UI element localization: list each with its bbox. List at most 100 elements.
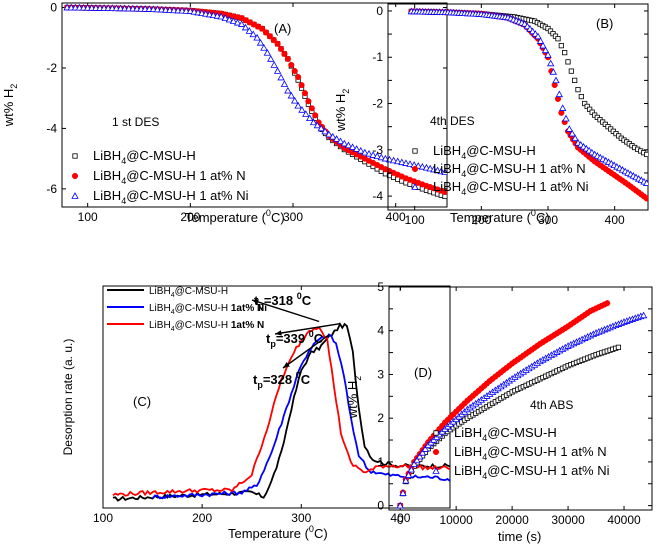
data-point (287, 91, 295, 99)
panel-b-data (407, 7, 648, 202)
data-point (263, 29, 270, 36)
data-point (642, 179, 648, 186)
x-tick-label: 200 (471, 213, 491, 227)
data-point (267, 55, 275, 62)
data-point (273, 67, 282, 74)
legend-prefix: LiBH (93, 188, 121, 203)
legend-sub: 4 (482, 433, 487, 443)
legend-prefix: LiBH (149, 320, 171, 331)
data-point (558, 43, 564, 49)
legend-label: LiBH4@C-MSU-H 1 at% N (93, 168, 246, 186)
annotation-sup: 0 (297, 291, 302, 301)
data-point (418, 162, 427, 170)
annotation-sup: 0 (296, 370, 301, 380)
data-point (536, 37, 545, 44)
data-point (644, 151, 648, 158)
data-point (549, 68, 558, 75)
data-point (406, 160, 414, 167)
legend-label: LiBH4@C-MSU-H 1 at% N (454, 444, 607, 462)
y-tick-label: -6 (46, 182, 57, 196)
data-point (305, 98, 312, 105)
data-point (298, 106, 306, 113)
data-point (194, 8, 202, 16)
data-point (162, 6, 170, 13)
data-point (309, 118, 318, 126)
data-point (416, 452, 424, 460)
data-point (308, 105, 315, 112)
svg-text:wt% H2: wt% H2 (333, 89, 351, 133)
arrow-head (252, 299, 259, 305)
data-point (441, 168, 447, 176)
data-point (565, 125, 574, 132)
data-point (562, 50, 568, 56)
y-tick-label: 5 (377, 280, 384, 294)
legend-prefix: LiBH (454, 463, 482, 478)
data-point (381, 154, 390, 162)
x-tick-label: 10000 (439, 513, 473, 527)
legend-suffix: @C-MSU-H (126, 148, 196, 163)
panel-b-label: (B) (596, 16, 613, 31)
panel-b-frame (387, 3, 649, 211)
legend-suffix: @C-MSU-H (175, 320, 231, 331)
legend-sub: 4 (461, 169, 466, 179)
annotation-t: t (253, 372, 258, 387)
xlabel-text: Temperature ( (185, 210, 267, 225)
legend-prefix: LiBH (433, 179, 461, 194)
panel-c-xlabel: Temperature (0C) (228, 524, 328, 541)
panel-a-data (63, 3, 447, 200)
data-point (615, 344, 622, 350)
legend-prefix: LiBH (454, 425, 482, 440)
xlabel-text: Temperature ( (228, 526, 310, 541)
panel-b-condition: 4th DES (430, 114, 475, 128)
data-point (253, 33, 261, 41)
legend-prefix: LiBH (149, 286, 171, 297)
svg-text:Temperature (0C): Temperature (0C) (228, 524, 328, 541)
y-tick-label: -2 (372, 97, 383, 111)
panel-b-ylabel: wt% H2 (333, 89, 351, 133)
data-point (306, 114, 314, 122)
panel-b: 100 200 300 400 0 -1 -2 -3 -4 (B) 4th DES Temper… (333, 3, 649, 227)
legend-sub: 4 (121, 196, 126, 206)
data-point (329, 132, 337, 140)
data-point (555, 36, 561, 42)
data-point (604, 300, 611, 307)
x-tick-label: 0 (397, 513, 404, 527)
y-tick-label: -2 (46, 61, 57, 75)
data-point (441, 188, 447, 195)
annotation-unit: C (302, 293, 312, 308)
arrow-head (275, 330, 282, 336)
data-point (263, 49, 272, 56)
peak-annotation: tp=339 0C (266, 329, 324, 349)
panel-b-xlabel: Temperature (0C) (450, 208, 550, 225)
x-tick-label: 40000 (607, 513, 641, 527)
data-point (249, 30, 257, 38)
data-point (539, 41, 547, 49)
ylabel-text: wt% H (345, 381, 360, 420)
panel-d-label: (D) (414, 365, 432, 380)
data-point (578, 93, 584, 100)
data-point (237, 20, 246, 27)
panel-a-condition: 1 st DES (112, 115, 159, 129)
data-point (361, 148, 369, 156)
legend-sub: 4 (121, 156, 126, 166)
data-point (534, 32, 542, 40)
data-point (294, 101, 302, 109)
legend-prefix: LiBH (433, 143, 461, 158)
ylabel-sub: 2 (341, 89, 351, 94)
data-point (325, 130, 333, 138)
panel-d-frame (388, 286, 653, 511)
data-point (643, 195, 648, 202)
ylabel-text: wt% H (1, 89, 16, 128)
svg-text:wt% H2: wt% H2 (345, 376, 363, 420)
data-point (298, 82, 305, 89)
data-point (365, 149, 373, 157)
legend-suffix: @C-MSU-H 1 at% Ni (487, 463, 609, 478)
data-point (373, 152, 381, 160)
data-point (186, 7, 195, 14)
y-tick-label: 0 (377, 499, 384, 513)
legend-suffix: @C-MSU-H (175, 286, 228, 297)
xlabel-end: C) (271, 210, 285, 225)
series-line-2 (112, 326, 450, 497)
